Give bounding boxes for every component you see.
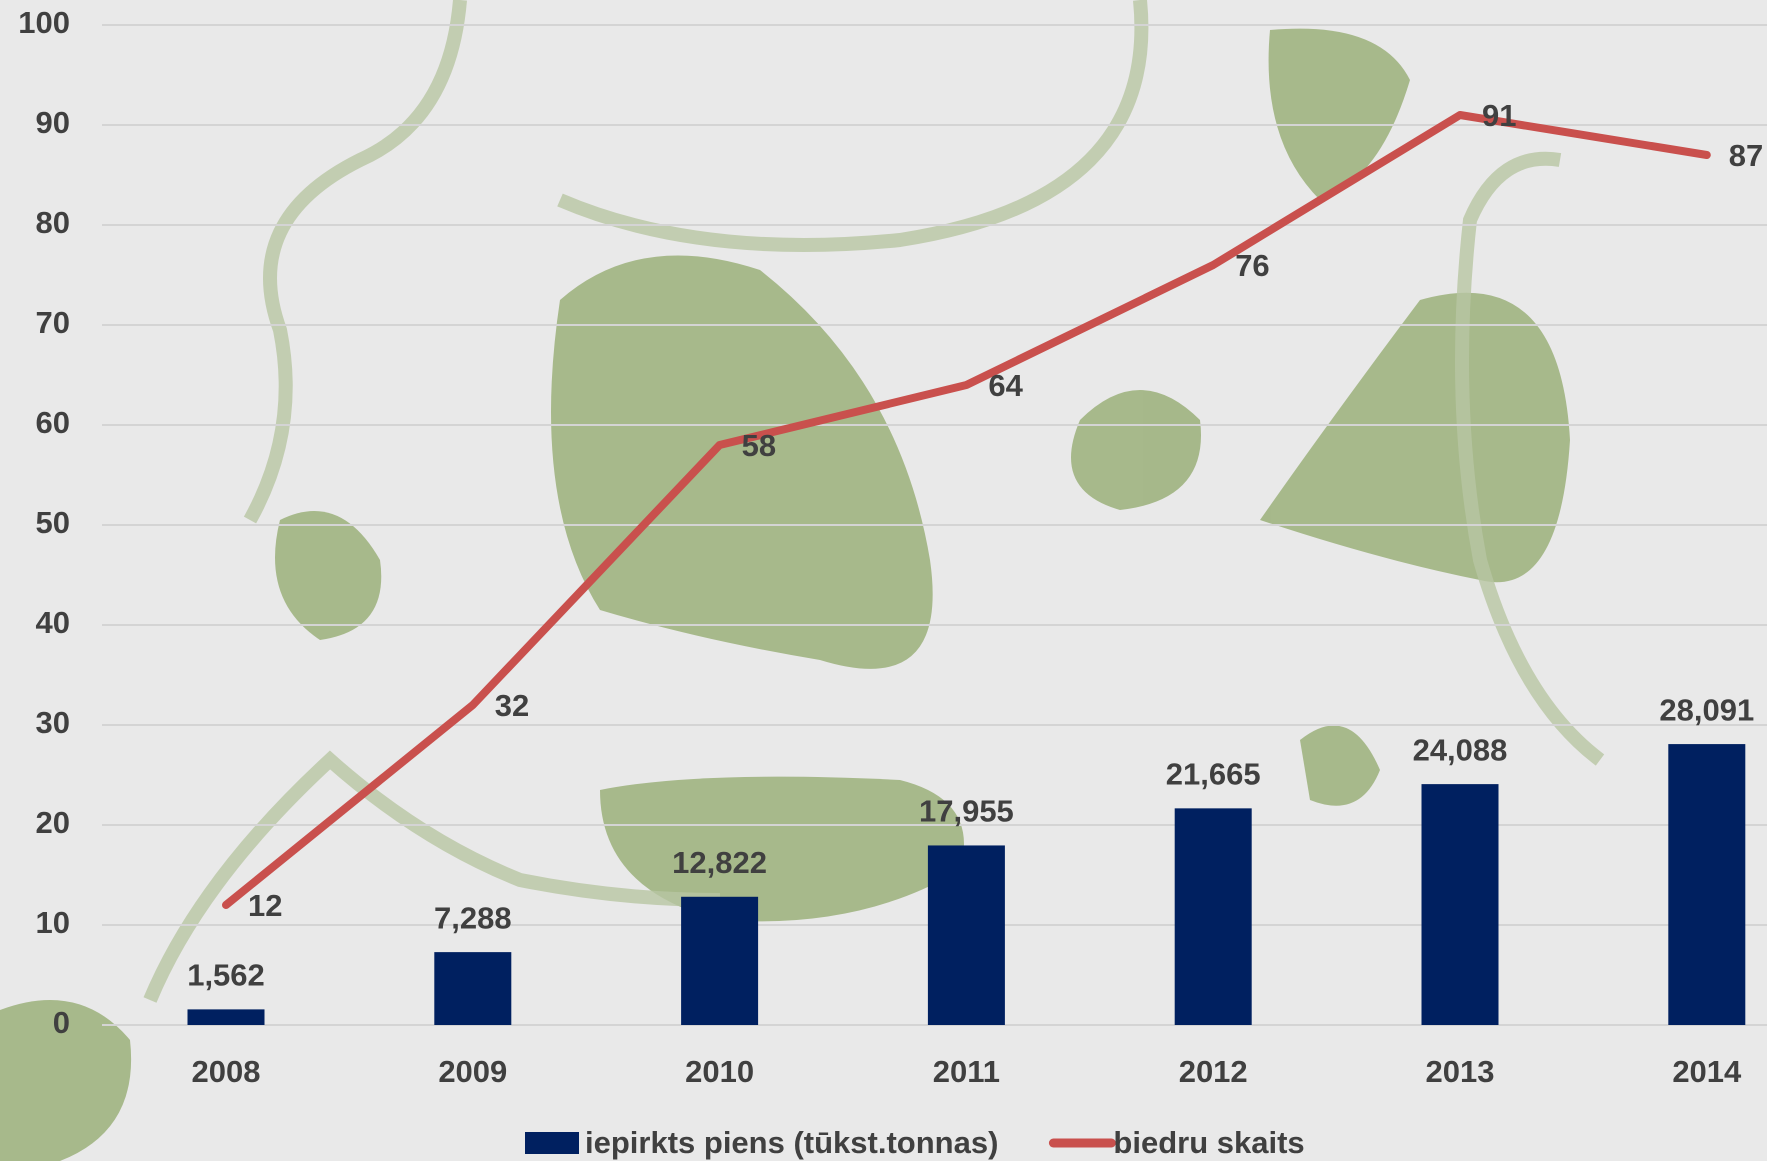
bar-value-label: 17,955 <box>919 794 1014 829</box>
bar <box>1175 808 1252 1025</box>
line-value-label: 76 <box>1235 248 1269 283</box>
x-tick-label: 2012 <box>1179 1054 1248 1089</box>
y-tick-label: 0 <box>53 1005 70 1040</box>
x-tick-label: 2014 <box>1672 1054 1742 1089</box>
line-value-label: 12 <box>248 888 282 923</box>
y-tick-label: 50 <box>36 505 70 540</box>
y-tick-label: 80 <box>36 205 70 240</box>
x-tick-label: 2013 <box>1426 1054 1495 1089</box>
x-tick-label: 2008 <box>192 1054 261 1089</box>
chart: iepirkts piens (tūkst.tonnas) biedru skai… <box>0 0 1767 1161</box>
y-tick-label: 90 <box>36 105 70 140</box>
bar-value-label: 24,088 <box>1413 732 1508 767</box>
bar-value-label: 7,288 <box>434 900 512 935</box>
bar-value-label: 28,091 <box>1659 692 1754 727</box>
y-tick-label: 30 <box>36 705 70 740</box>
y-tick-label: 40 <box>36 605 70 640</box>
x-tick-label: 2011 <box>933 1054 1000 1089</box>
legend: iepirkts piens (tūkst.tonnas) biedru skai… <box>525 1125 1305 1160</box>
legend-marker <box>525 1132 579 1154</box>
y-tick-label: 60 <box>36 405 70 440</box>
legend-label: biedru skaits <box>1113 1125 1304 1160</box>
bar-value-label: 12,822 <box>672 845 767 880</box>
bar <box>681 897 758 1025</box>
y-tick-label: 70 <box>36 305 70 340</box>
page: {"chart_data": {"type": "bar", "categori… <box>0 0 1767 1161</box>
x-tick-label: 2009 <box>438 1054 507 1089</box>
line-value-label: 87 <box>1729 138 1763 173</box>
line-value-label: 91 <box>1482 98 1516 133</box>
bar-value-label: 1,562 <box>187 958 265 993</box>
y-tick-label: 100 <box>18 5 70 40</box>
line-value-label: 32 <box>495 688 529 723</box>
y-tick-label: 10 <box>36 905 70 940</box>
bar <box>188 1009 265 1025</box>
bar-value-label: 21,665 <box>1166 757 1261 792</box>
line-value-label: 64 <box>988 368 1023 403</box>
bar <box>1422 784 1499 1025</box>
bar <box>928 845 1005 1025</box>
bar <box>1668 744 1745 1025</box>
line-value-label: 58 <box>742 428 776 463</box>
bar <box>434 952 511 1025</box>
legend-label: iepirkts piens (tūkst.tonnas) <box>585 1125 998 1160</box>
x-tick-label: 2010 <box>685 1054 754 1089</box>
y-tick-label: 20 <box>36 805 70 840</box>
